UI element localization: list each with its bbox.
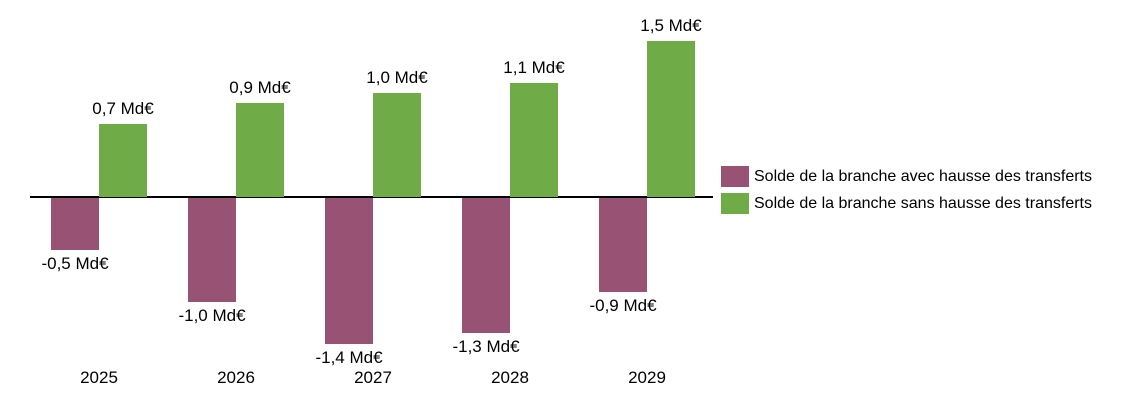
data-label-sans-2027: 1,0 Md€ xyxy=(366,68,428,87)
data-label-sans-2025: 0,7 Md€ xyxy=(92,99,154,118)
data-label-avec-2026: -1,0 Md€ xyxy=(178,306,246,325)
data-label-avec-2025: -0,5 Md€ xyxy=(41,254,109,273)
data-label-avec-2029: -0,9 Md€ xyxy=(589,296,657,315)
legend-swatch-purple xyxy=(721,166,749,187)
data-label-avec-2027: -1,4 Md€ xyxy=(315,348,383,367)
chart-legend: Solde de la branche avec hausse des tran… xyxy=(721,166,1092,214)
x-axis-label-2027: 2027 xyxy=(354,368,392,387)
x-axis-label-2028: 2028 xyxy=(491,368,529,387)
legend-label: Solde de la branche sans hausse des tran… xyxy=(754,194,1092,212)
x-axis-zero-line xyxy=(30,196,713,198)
legend-swatch-green xyxy=(721,193,749,214)
x-axis-label-2029: 2029 xyxy=(628,368,666,387)
bar-avec-2028 xyxy=(462,198,510,333)
data-label-sans-2026: 0,9 Md€ xyxy=(229,78,291,97)
data-label-avec-2028: -1,3 Md€ xyxy=(452,337,520,356)
bar-avec-2025 xyxy=(51,198,99,250)
bar-sans-2029 xyxy=(647,41,695,197)
data-label-sans-2028: 1,1 Md€ xyxy=(503,58,565,77)
x-axis-label-2025: 2025 xyxy=(80,368,118,387)
bar-sans-2026 xyxy=(236,103,284,197)
data-label-sans-2029: 1,5 Md€ xyxy=(640,16,702,35)
bar-avec-2026 xyxy=(188,198,236,302)
bar-sans-2028 xyxy=(510,83,558,197)
legend-item-sans-hausse: Solde de la branche sans hausse des tran… xyxy=(721,193,1092,214)
bar-avec-2027 xyxy=(325,198,373,344)
legend-label: Solde de la branche avec hausse des tran… xyxy=(754,167,1092,185)
legend-item-avec-hausse: Solde de la branche avec hausse des tran… xyxy=(721,166,1092,187)
bar-sans-2027 xyxy=(373,93,421,197)
bar-avec-2029 xyxy=(599,198,647,292)
x-axis-label-2026: 2026 xyxy=(217,368,255,387)
bar-sans-2025 xyxy=(99,124,147,197)
